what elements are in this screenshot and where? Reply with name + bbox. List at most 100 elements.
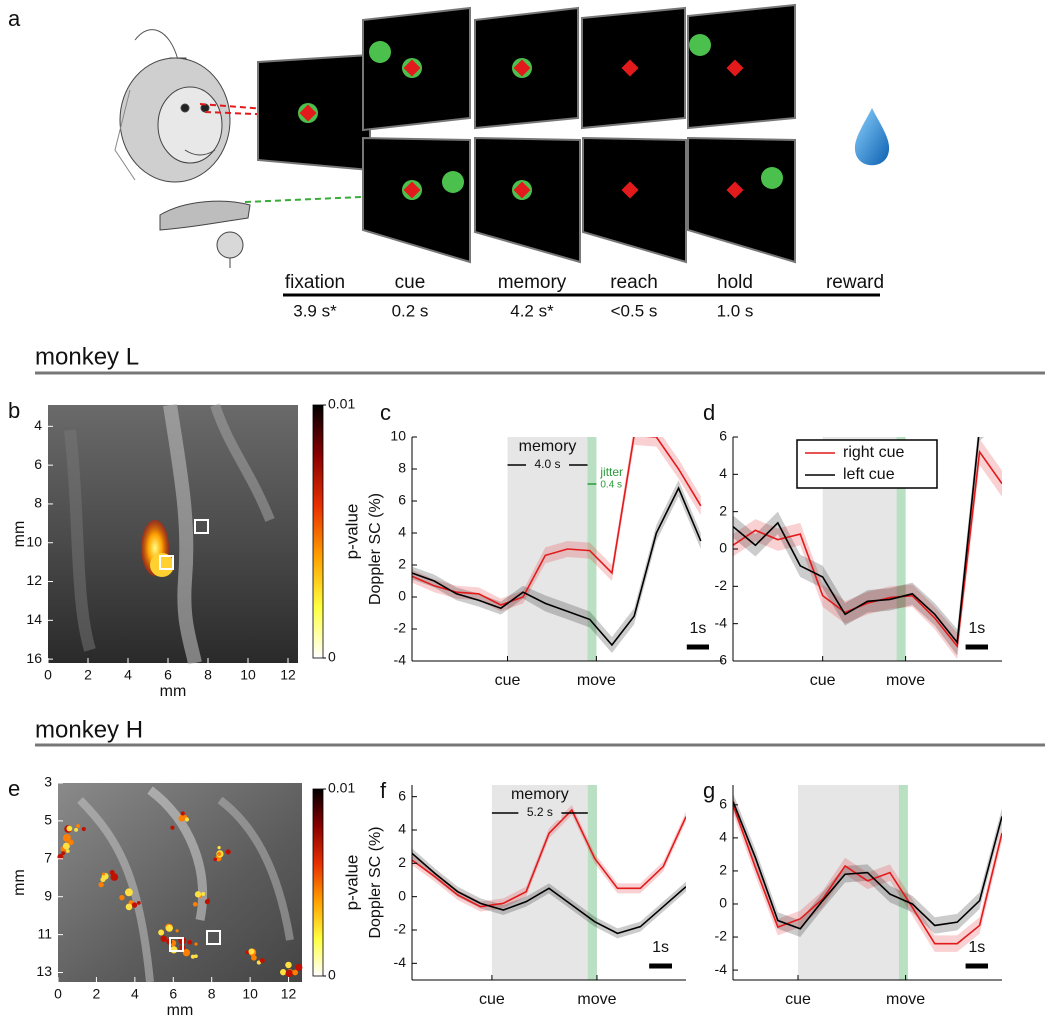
circle-shape: [180, 103, 190, 113]
y-tick-label: 16: [26, 650, 42, 666]
y-tick-label: 0: [398, 887, 406, 903]
phase-duration: 0.2 s: [392, 301, 429, 320]
polygon-shape: [362, 136, 471, 264]
series-line: [412, 437, 702, 606]
activation-spot: [201, 892, 206, 897]
activation-spot: [175, 929, 179, 933]
activation-spot: [81, 826, 86, 832]
annotation: memory: [511, 786, 569, 803]
reward-drop: [854, 108, 890, 166]
rect-shape: [194, 519, 209, 534]
activation-spot: [160, 935, 168, 942]
activation-spot: [280, 969, 287, 976]
panel-label: g: [703, 778, 715, 803]
y-tick-label: 4: [719, 829, 727, 845]
path-shape: [134, 29, 179, 61]
x-tick-label: 6: [169, 986, 177, 1002]
jitter-period: [896, 437, 906, 661]
y-tick-label: 2: [719, 502, 727, 518]
activation-spot: [184, 817, 190, 822]
y-tick-label: 2: [398, 556, 406, 572]
y-tick-label: 7: [44, 850, 52, 866]
activation-spot: [259, 957, 265, 964]
plot-area: [412, 437, 702, 661]
activation-spot: [100, 877, 106, 883]
path-shape: [163, 403, 202, 665]
activation-spot: [213, 857, 218, 862]
y-tick-label: 4: [34, 417, 42, 433]
activation-spot: [66, 825, 73, 832]
panel-label: f: [380, 778, 387, 803]
y-tick-label: 2: [398, 854, 406, 870]
y-tick-label: 14: [26, 611, 42, 627]
x-tick-label: 0: [54, 986, 62, 1002]
activation-spot: [285, 969, 293, 978]
circle-shape: [216, 231, 244, 259]
series-line: [412, 486, 702, 647]
y-tick-label: 6: [398, 492, 406, 508]
y-tick-label: -6: [715, 652, 728, 668]
rect-shape: [621, 59, 639, 77]
colorbar: [312, 404, 324, 659]
x-axis-label: mm: [160, 683, 187, 700]
phase-name: cue: [395, 272, 426, 293]
activation-spot: [110, 873, 119, 881]
x-tick-label: 8: [208, 986, 216, 1002]
rect-shape: [513, 181, 531, 199]
activation-spot: [61, 851, 66, 855]
x-tick-label: 6: [164, 667, 172, 683]
phase-duration: 1.0 s: [717, 301, 754, 320]
activation-spot: [216, 851, 222, 857]
error-band: [656, 437, 679, 479]
polygon-shape: [474, 136, 581, 264]
rect-shape: [726, 181, 744, 199]
section-title: monkey L: [35, 343, 139, 370]
ellipse-shape: [150, 553, 174, 577]
series-line: [733, 437, 980, 645]
y-tick-label: 8: [398, 460, 406, 476]
y-tick-label: 4: [398, 821, 406, 837]
activation-spot: [76, 824, 81, 828]
panel-label: a: [8, 6, 21, 31]
phase-name: memory: [498, 272, 567, 293]
legend-label: right cue: [843, 444, 904, 461]
polygon-shape: [687, 136, 796, 264]
rect-shape: [726, 59, 744, 77]
y-axis-label: Doppler SC (%): [367, 826, 384, 938]
activation-spot: [165, 924, 173, 932]
label-bg: [518, 806, 562, 820]
y-tick-label: 9: [44, 887, 52, 903]
annotation: 5.2 s: [527, 805, 553, 819]
activation-spot: [192, 902, 198, 907]
x-tick-label: cue: [479, 991, 505, 1008]
activation-spot: [131, 902, 138, 908]
annotation: 4.0 s: [534, 457, 560, 471]
x-tick-label: cue: [785, 991, 811, 1008]
legend-label: left cue: [843, 466, 895, 483]
x-tick-label: 0: [44, 667, 52, 683]
y-tick-label: 0: [719, 540, 727, 556]
activation-spot: [225, 849, 231, 855]
phase-name: reach: [610, 272, 658, 293]
activation-spot: [98, 881, 104, 888]
rect-shape: [169, 937, 184, 952]
y-tick-label: 4: [398, 524, 406, 540]
activation-spot: [194, 891, 202, 898]
series-line: [733, 804, 1002, 945]
y-axis-label: mm: [11, 521, 28, 548]
activation-spot: [66, 849, 70, 853]
phase-duration: 3.9 s*: [293, 301, 337, 320]
activation-spot: [68, 839, 74, 846]
y-tick-label: 5: [44, 812, 52, 828]
error-band: [634, 437, 657, 447]
error-band: [979, 437, 985, 441]
y-tick-label: 6: [719, 796, 727, 812]
circle-shape: [442, 171, 464, 193]
activation-spot: [194, 954, 198, 959]
rect-shape: [206, 930, 221, 945]
colorbar: [312, 788, 324, 977]
x-tick-label: cue: [495, 672, 521, 689]
path-shape: [64, 429, 96, 652]
activation-spot: [170, 946, 178, 954]
